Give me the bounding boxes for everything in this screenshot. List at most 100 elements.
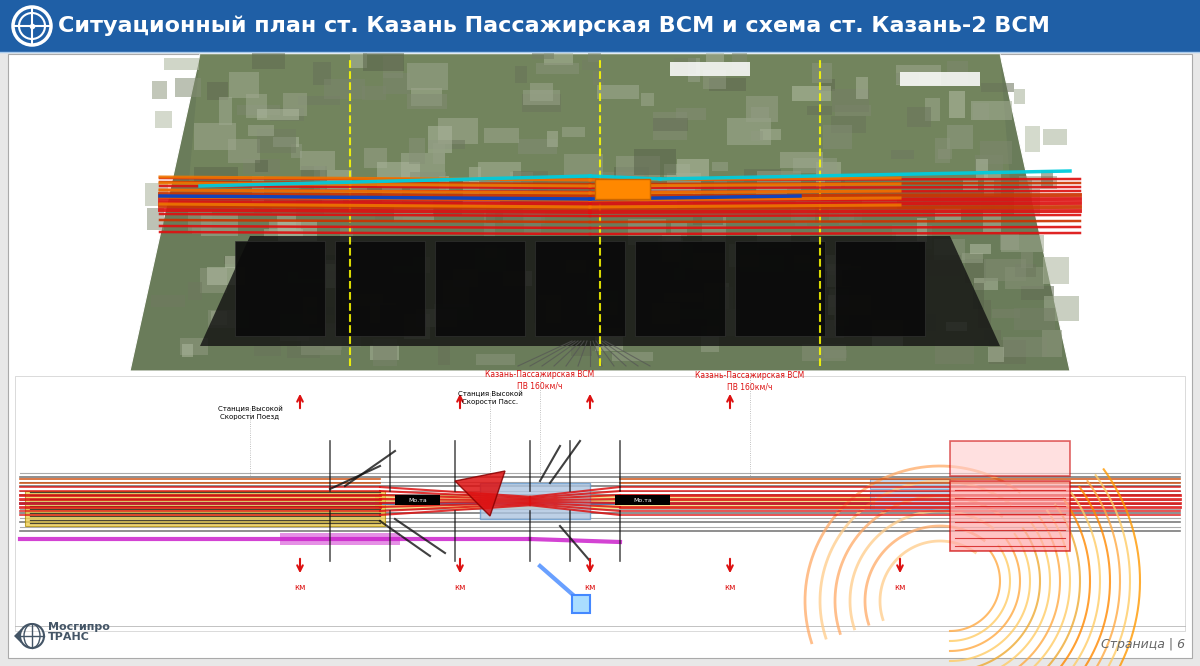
Polygon shape	[190, 54, 1010, 181]
Bar	[971, 101, 1012, 120]
Bar	[384, 56, 403, 78]
Bar	[269, 220, 301, 230]
Bar	[410, 172, 446, 197]
Bar	[572, 595, 590, 613]
Bar	[148, 208, 164, 230]
Text: км: км	[584, 583, 595, 592]
Bar	[616, 156, 660, 177]
Bar	[253, 196, 272, 213]
Bar	[407, 94, 446, 109]
Bar	[564, 154, 602, 176]
Bar	[973, 103, 989, 120]
Bar	[485, 128, 518, 143]
Bar	[252, 53, 284, 69]
Bar	[246, 95, 266, 118]
Bar	[794, 198, 806, 226]
Bar	[756, 188, 787, 198]
Polygon shape	[734, 241, 826, 336]
Bar	[478, 162, 521, 188]
Bar	[445, 186, 456, 208]
Bar	[452, 269, 479, 287]
Bar	[719, 287, 733, 309]
Bar	[661, 234, 682, 262]
Bar	[479, 180, 512, 200]
Bar	[253, 346, 281, 356]
Bar	[599, 172, 644, 196]
Bar	[272, 137, 300, 147]
Polygon shape	[436, 241, 526, 336]
Bar	[593, 339, 622, 351]
Bar	[510, 172, 534, 194]
Bar	[323, 196, 342, 206]
Bar	[602, 302, 617, 315]
Bar	[314, 166, 325, 190]
Bar	[374, 199, 403, 220]
Bar	[382, 186, 402, 204]
Bar	[1019, 176, 1057, 189]
Bar	[973, 283, 984, 309]
Bar	[970, 244, 991, 254]
Bar	[780, 152, 823, 168]
Bar	[532, 43, 554, 59]
Bar	[475, 248, 506, 272]
Bar	[362, 86, 386, 100]
Bar	[145, 182, 168, 206]
Bar	[794, 255, 835, 271]
Bar	[740, 254, 784, 272]
Bar	[1014, 308, 1055, 330]
Bar	[653, 118, 689, 131]
Bar	[463, 180, 500, 206]
Bar	[848, 268, 889, 277]
Bar	[587, 291, 618, 315]
Bar	[980, 141, 1012, 165]
Bar	[839, 206, 862, 225]
Bar	[974, 278, 997, 290]
Bar	[228, 72, 259, 98]
Bar	[392, 257, 430, 272]
Bar	[282, 93, 307, 117]
Bar	[324, 79, 365, 99]
Bar	[659, 238, 683, 250]
Bar	[905, 314, 936, 332]
Bar	[301, 166, 326, 190]
Bar	[402, 260, 415, 272]
Bar	[164, 59, 199, 71]
Bar	[1006, 268, 1044, 289]
Bar	[410, 88, 442, 106]
Text: Станция Высокой
Скорости Пасс.: Станция Высокой Скорости Пасс.	[457, 391, 522, 405]
Bar	[598, 85, 638, 99]
Bar	[503, 211, 545, 224]
Bar	[824, 178, 846, 188]
Bar	[210, 311, 227, 326]
Bar	[374, 495, 875, 509]
Bar	[277, 214, 295, 231]
Bar	[438, 119, 478, 145]
Bar	[415, 309, 457, 327]
Bar	[896, 73, 919, 84]
Bar	[254, 161, 269, 172]
Bar	[224, 256, 268, 264]
Bar	[980, 83, 1014, 92]
Bar	[823, 125, 852, 149]
Bar	[925, 255, 961, 276]
Bar	[503, 271, 533, 286]
Bar	[896, 232, 919, 250]
Bar	[192, 225, 224, 234]
Bar	[870, 491, 950, 509]
Bar	[433, 194, 462, 216]
Polygon shape	[455, 471, 505, 516]
Bar	[319, 170, 352, 190]
Bar	[206, 267, 245, 284]
Bar	[264, 229, 302, 237]
Bar	[409, 139, 425, 165]
Bar	[828, 295, 871, 315]
Bar	[1003, 337, 1048, 357]
Bar	[974, 155, 1003, 173]
Bar	[703, 70, 726, 89]
Bar	[792, 86, 832, 101]
Bar	[522, 95, 562, 112]
Bar	[324, 255, 337, 264]
Bar	[443, 280, 469, 307]
Bar	[832, 117, 866, 133]
Text: Страница | 6: Страница | 6	[1100, 638, 1186, 651]
